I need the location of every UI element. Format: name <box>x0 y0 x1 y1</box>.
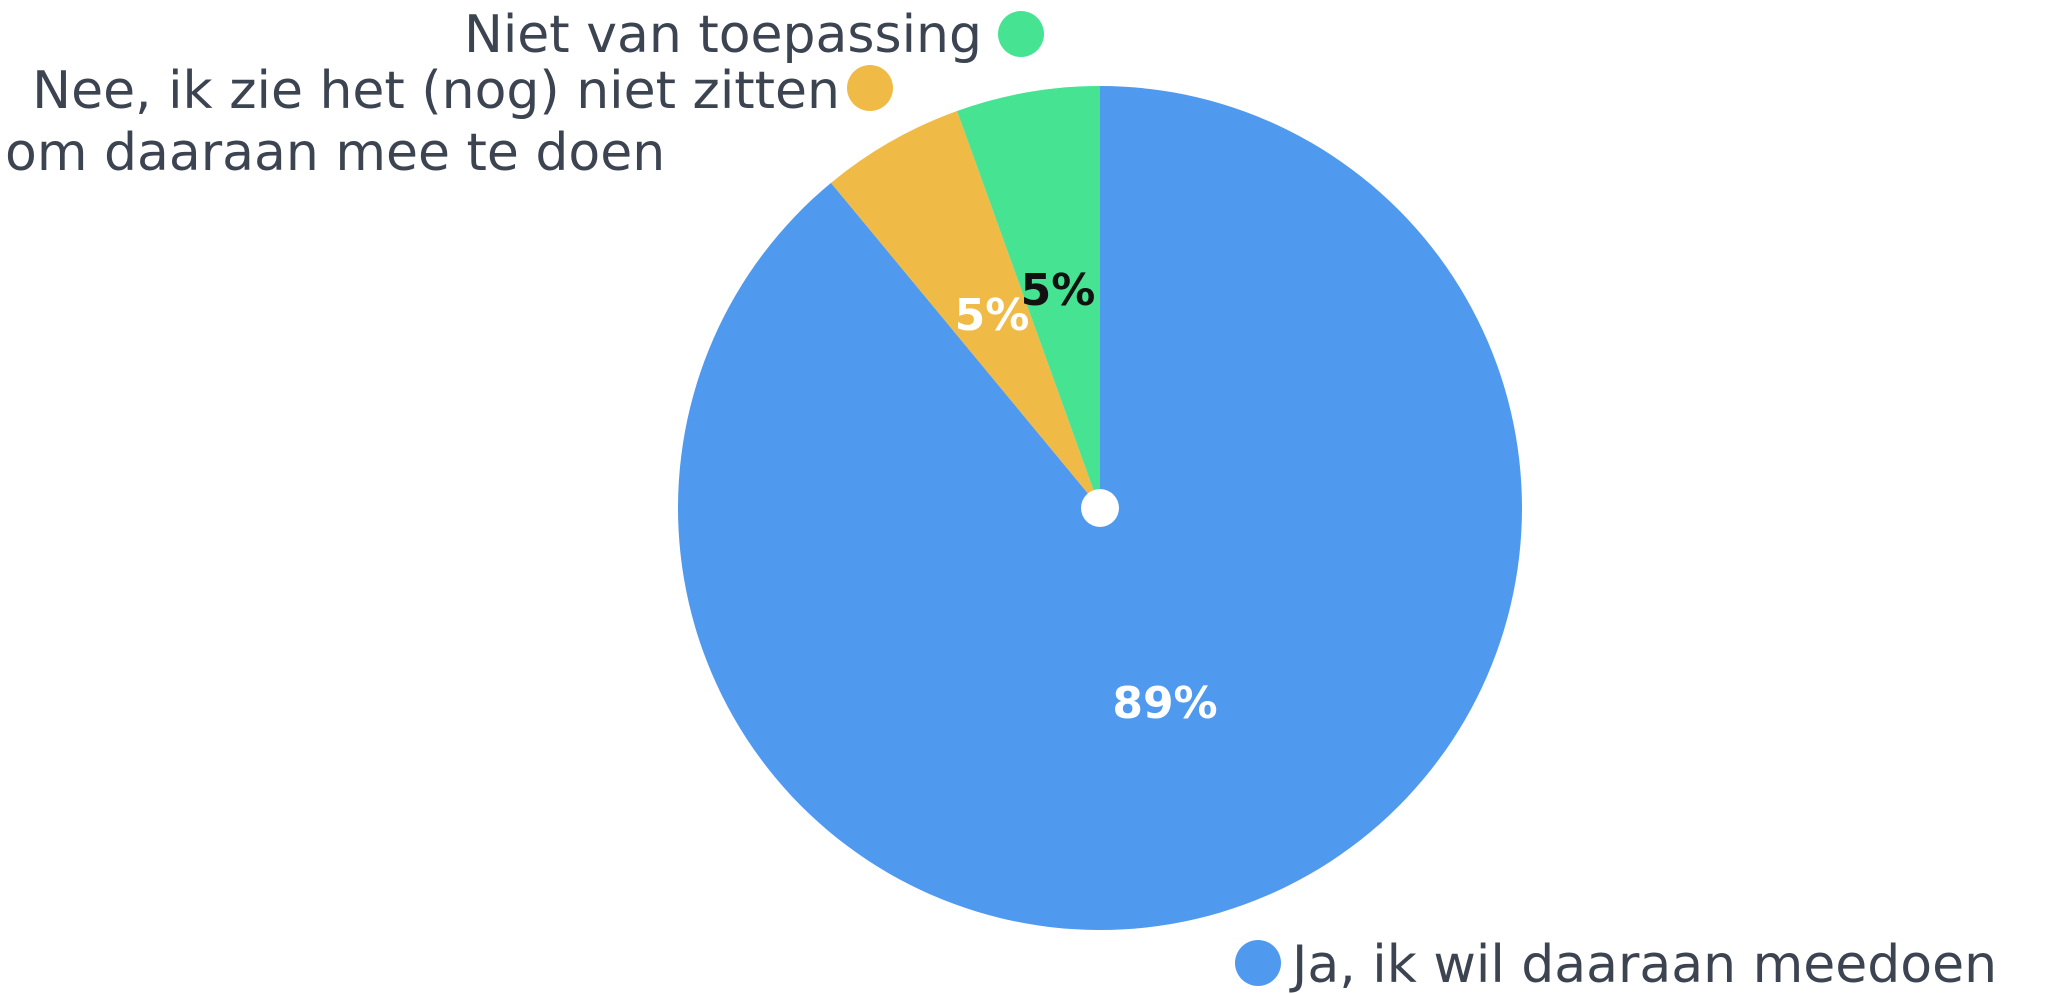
legend-dot-ja <box>1235 940 1281 986</box>
slice-nee-percent-label: 5% <box>955 290 1030 341</box>
legend-dot-nee <box>847 65 893 111</box>
legend-label-ja: Ja, ik wil daaraan meedoen <box>1289 935 1997 994</box>
legend-label-niet-van-toepassing: Niet van toepassing <box>464 5 982 65</box>
legend-nee: Nee, ik zie het (nog) niet zitten om daa… <box>5 61 893 183</box>
legend-niet-van-toepassing: Niet van toepassing <box>464 5 1044 65</box>
pie-center-dot <box>1081 489 1119 527</box>
legend-label-nee-line-1: Nee, ik zie het (nog) niet zitten <box>32 61 840 121</box>
legend-dot-niet-van-toepassing <box>998 11 1044 57</box>
slice-ja-percent-label: 89% <box>1112 678 1217 729</box>
pie-slice-1 <box>831 110 1100 509</box>
slice-niet-percent-label: 5% <box>1021 265 1096 316</box>
pie-slice-2 <box>957 86 1100 508</box>
legend-ja: Ja, ik wil daaraan meedoen <box>1235 935 1997 994</box>
legend-label-nee-line-2: om daaraan mee te doen <box>5 123 665 183</box>
